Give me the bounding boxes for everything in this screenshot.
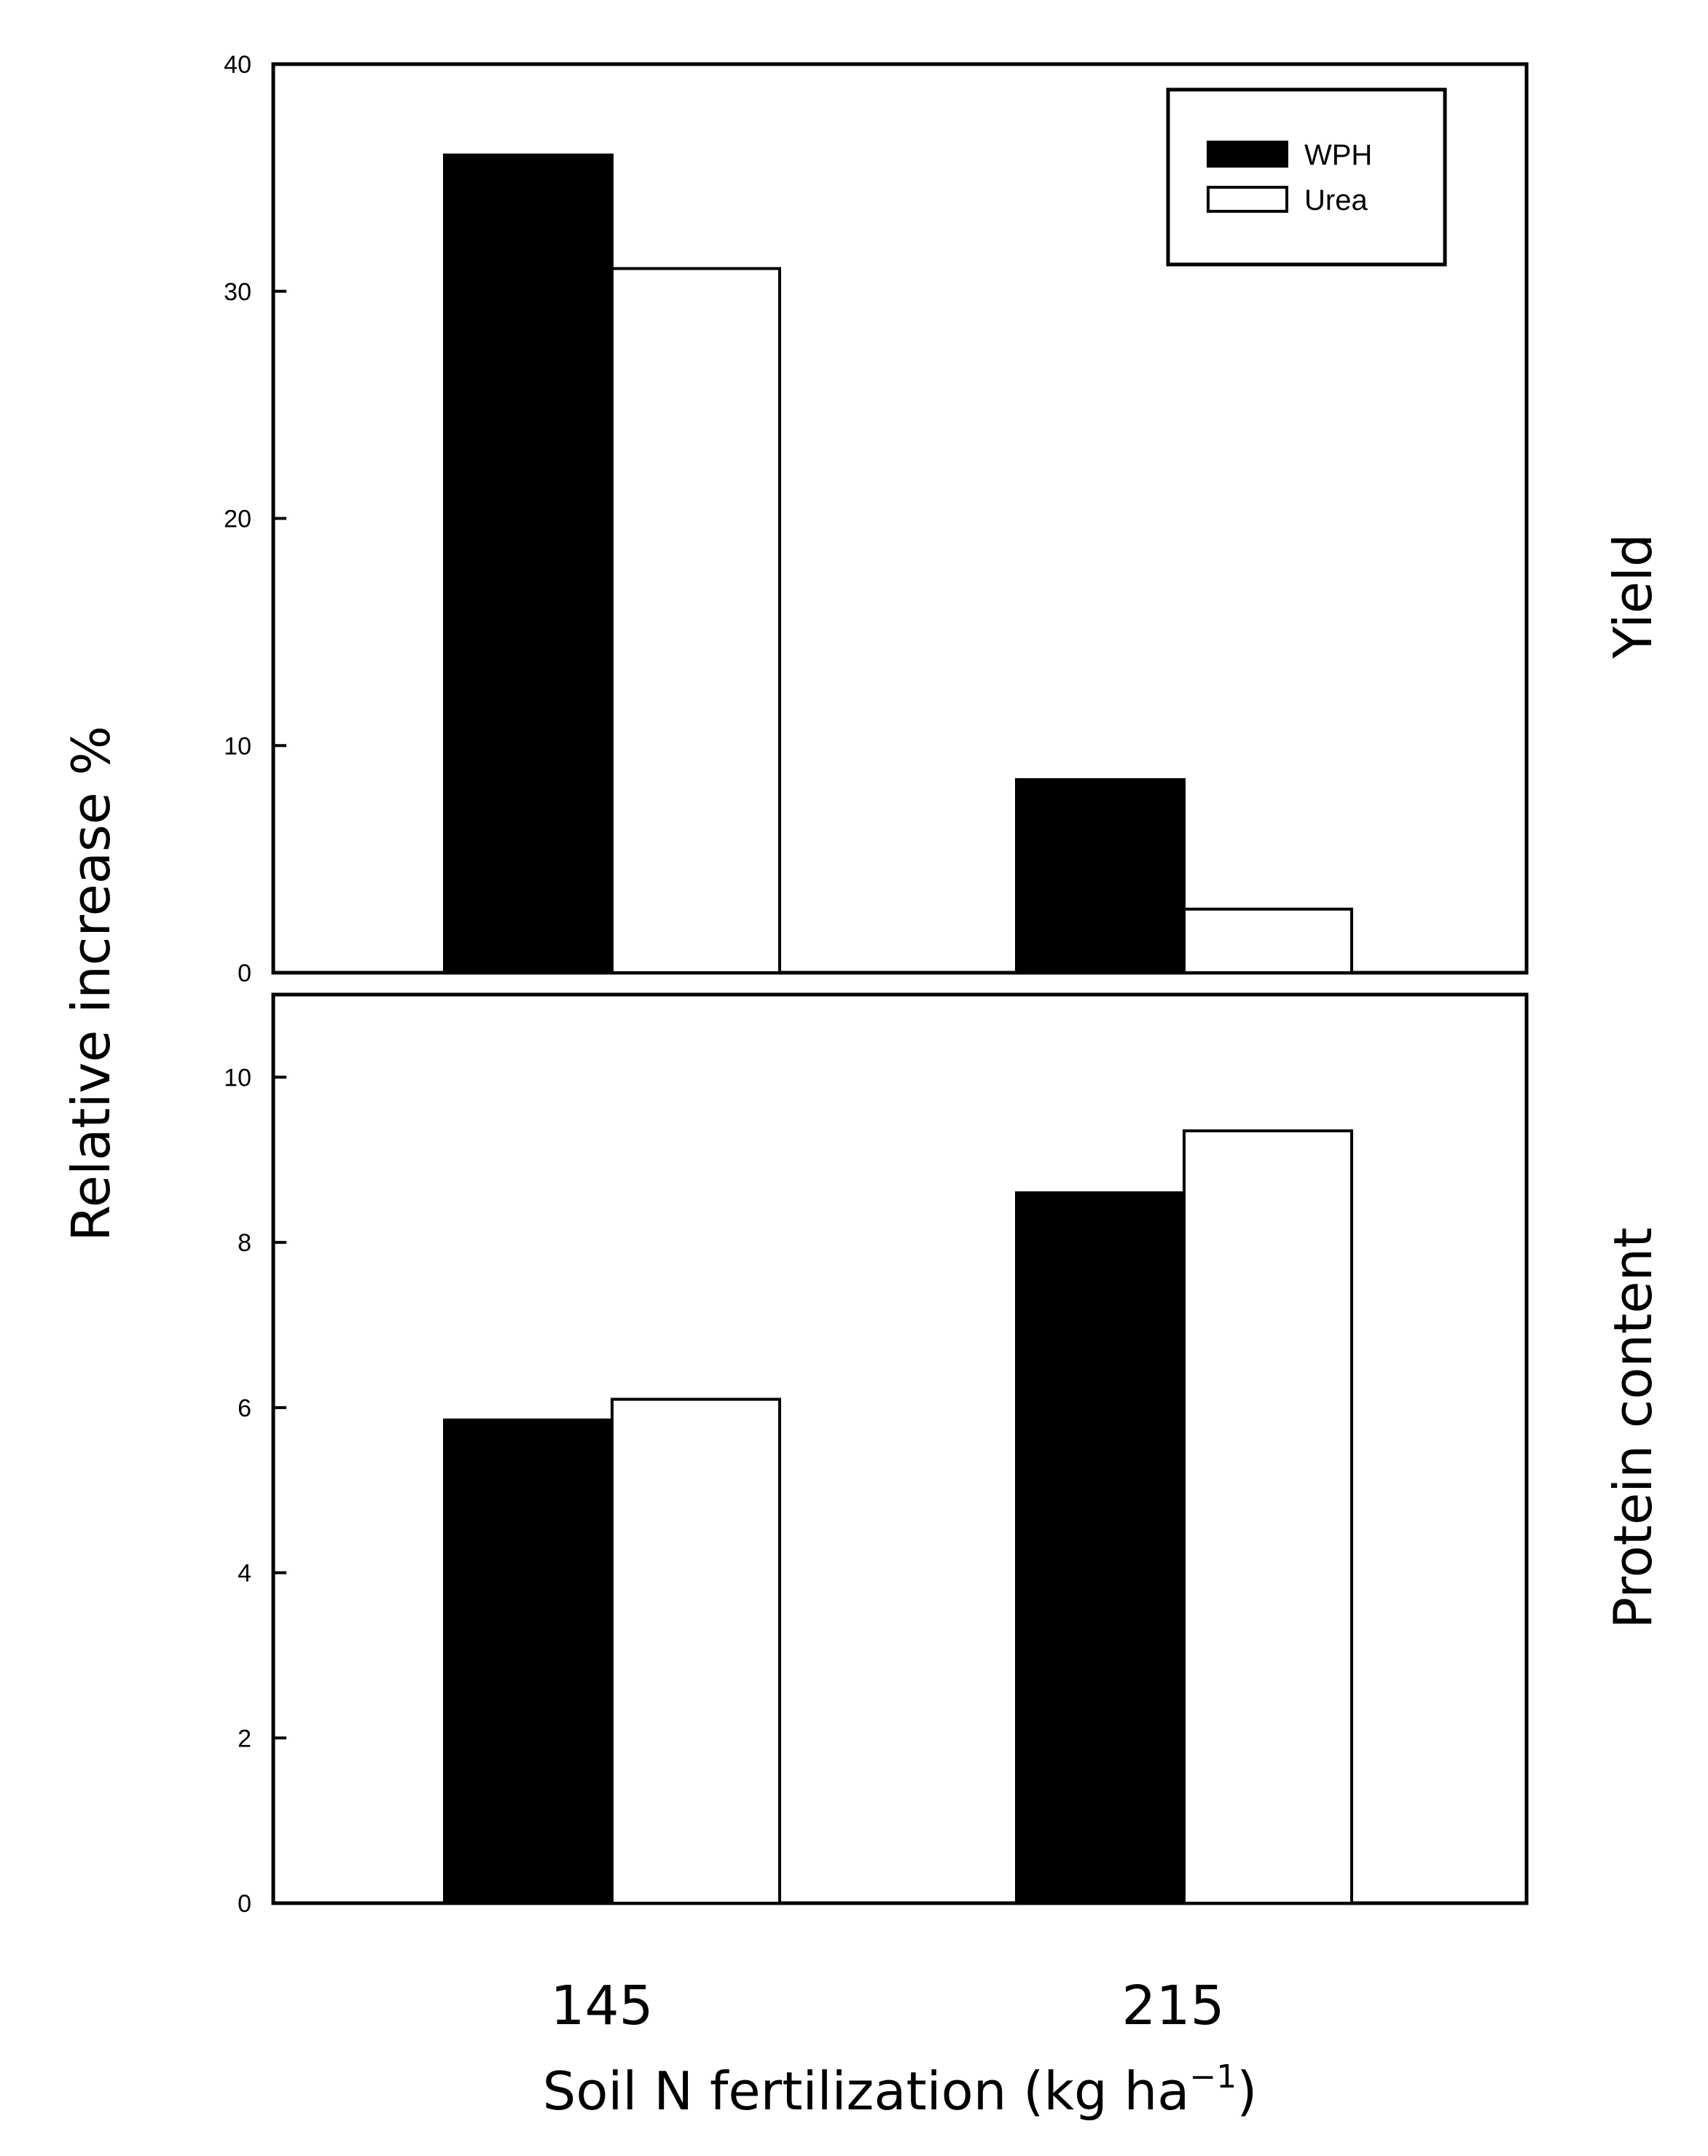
legend-swatch-urea xyxy=(1207,186,1288,213)
y-tick-label: 4 xyxy=(238,1560,251,1588)
y-tick-label: 10 xyxy=(224,1064,251,1091)
y-tick-label: 2 xyxy=(238,1725,251,1752)
bar-protein-urea-215 xyxy=(1183,1129,1353,1905)
bar-yield-urea-145 xyxy=(611,267,781,974)
y-tick-label: 8 xyxy=(238,1229,251,1257)
legend-box xyxy=(1166,87,1447,267)
bar-yield-wph-215 xyxy=(1015,778,1186,974)
y-tick-label: 30 xyxy=(224,278,251,306)
protein-panel: 0 2 4 6 8 10 Protein content xyxy=(224,992,1664,1918)
legend-swatch-wph xyxy=(1207,141,1288,168)
y-tick-label: 6 xyxy=(238,1395,251,1422)
y-tick-label: 20 xyxy=(224,506,251,533)
legend-label-wph: WPH xyxy=(1304,139,1372,171)
x-axis-label-end: ) xyxy=(1237,2061,1257,2122)
category-label-215: 215 xyxy=(1121,1975,1224,2037)
category-label-145: 145 xyxy=(550,1975,653,2037)
x-axis-label-main: Soil N fertilization (kg ha xyxy=(543,2061,1190,2122)
yield-panel: 0 10 20 30 40 WPH Urea Yield xyxy=(224,51,1664,987)
legend: WPH Urea xyxy=(1166,87,1447,267)
x-axis-label-superscript: −1 xyxy=(1189,2058,1237,2096)
legend-label-urea: Urea xyxy=(1304,184,1368,216)
bar-protein-urea-145 xyxy=(611,1398,781,1905)
x-axis-label: Soil N fertilization (kg ha−1) xyxy=(543,2058,1258,2122)
panel-label-protein: Protein content xyxy=(1602,1228,1664,1629)
panel-label-yield: Yield xyxy=(1602,533,1664,659)
y-tick-label: 40 xyxy=(224,51,251,79)
y-tick-label: 0 xyxy=(238,1890,251,1918)
y-tick-label: 10 xyxy=(224,732,251,760)
y-axis-label: Relative increase % xyxy=(60,726,122,1242)
bar-yield-urea-215 xyxy=(1183,907,1353,974)
bar-protein-wph-145 xyxy=(443,1418,614,1905)
bar-protein-wph-215 xyxy=(1015,1191,1186,1905)
y-tick-label: 0 xyxy=(238,960,251,987)
protein-plot-frame xyxy=(271,992,1529,1905)
bar-yield-wph-145 xyxy=(443,153,614,975)
